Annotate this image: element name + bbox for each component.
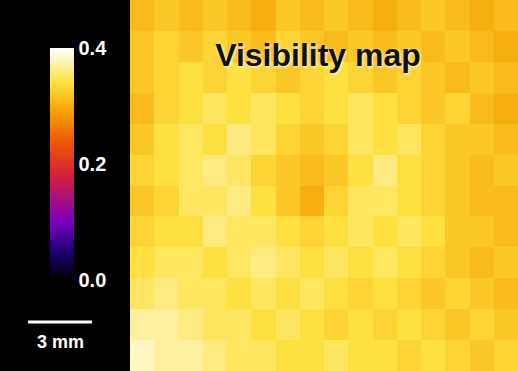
svg-text:0.0: 0.0 — [79, 269, 107, 291]
svg-text:0.4: 0.4 — [79, 37, 108, 59]
svg-text:Visibility map: Visibility map — [215, 37, 421, 73]
svg-text:3 mm: 3 mm — [37, 332, 84, 352]
svg-text:0.2: 0.2 — [79, 153, 107, 175]
